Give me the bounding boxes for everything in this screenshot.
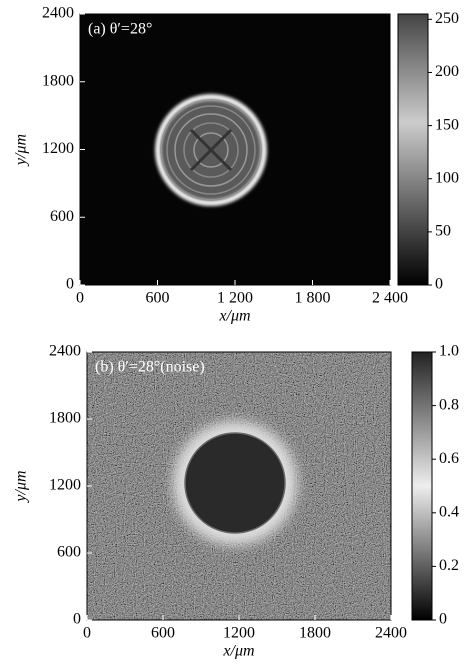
x-tick-label: 1200 <box>223 625 255 642</box>
colorbar-tick-label: 100 <box>435 169 459 186</box>
y-tick-label: 1800 <box>42 72 74 89</box>
x-tick-label: 1 200 <box>217 290 253 307</box>
y-tick-label: 2400 <box>49 343 81 360</box>
y-tick-label: 0 <box>66 276 74 293</box>
y-tick-label: 0 <box>73 611 81 628</box>
colorbar-tick-label: 200 <box>435 63 459 80</box>
x-tick-label: 2400 <box>375 625 407 642</box>
colorbar <box>398 14 428 285</box>
x-tick-label: 600 <box>146 290 170 307</box>
x-tick-label: 1 800 <box>295 290 331 307</box>
colorbar-frame <box>411 351 433 621</box>
annotation: (a) θ′=28° <box>88 21 152 38</box>
y-tick-label: 1200 <box>42 140 74 157</box>
colorbar-tick-label: 250 <box>435 10 459 27</box>
colorbar-tick-label: 0 <box>435 276 443 293</box>
x-tick-label: 0 <box>83 625 91 642</box>
colorbar-tick-label: 0.6 <box>439 450 459 467</box>
y-tick-label: 2400 <box>42 5 74 22</box>
y-axis-label: y/μm <box>13 470 30 503</box>
x-axis-label: x/μm <box>222 643 254 660</box>
x-tick-label: 1800 <box>299 625 331 642</box>
colorbar-tick-label: 50 <box>435 223 451 240</box>
annotation: (b) θ′=28°(noise) <box>95 359 205 376</box>
heatmap-image <box>80 14 390 285</box>
colorbar-tick-label: 0.2 <box>439 557 459 574</box>
y-tick-label: 600 <box>50 208 74 225</box>
colorbar-frame <box>397 13 429 286</box>
x-tick-label: 0 <box>76 290 84 307</box>
heatmap-image <box>87 352 391 620</box>
y-tick-label: 1800 <box>49 410 81 427</box>
colorbar-tick-label: 0 <box>439 611 447 628</box>
colorbar-tick-label: 0.4 <box>439 503 459 520</box>
x-axis-label: x/μm <box>218 308 250 325</box>
colorbar-tick-label: 1.0 <box>439 343 459 360</box>
colorbar <box>412 352 432 620</box>
y-tick-label: 600 <box>57 544 81 561</box>
x-tick-label: 2 400 <box>372 290 408 307</box>
y-axis-label: y/μm <box>13 134 30 167</box>
colorbar-tick-label: 0.8 <box>439 396 459 413</box>
x-tick-label: 600 <box>151 625 175 642</box>
colorbar-tick-label: 150 <box>435 116 459 133</box>
y-tick-label: 1200 <box>49 477 81 494</box>
